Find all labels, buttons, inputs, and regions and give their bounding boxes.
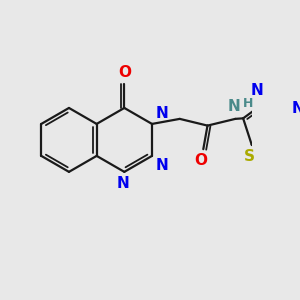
Text: N: N bbox=[250, 83, 263, 98]
Text: O: O bbox=[118, 65, 131, 80]
Text: H: H bbox=[243, 98, 253, 110]
Text: S: S bbox=[244, 149, 255, 164]
Text: N: N bbox=[116, 176, 129, 191]
Text: N: N bbox=[228, 99, 241, 114]
Text: O: O bbox=[194, 153, 207, 168]
Text: N: N bbox=[155, 158, 168, 172]
Text: N: N bbox=[155, 106, 168, 121]
Text: N: N bbox=[291, 101, 300, 116]
